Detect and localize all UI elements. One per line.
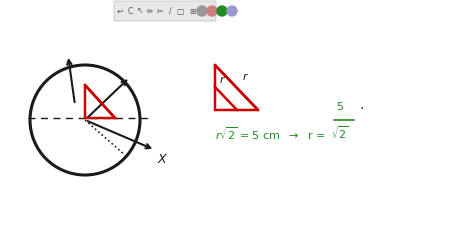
Text: /: / xyxy=(169,6,171,16)
Circle shape xyxy=(197,6,207,16)
Text: ↩: ↩ xyxy=(117,6,123,16)
Text: C: C xyxy=(128,6,133,16)
Circle shape xyxy=(207,6,217,16)
Text: X: X xyxy=(158,153,167,166)
Text: ✂: ✂ xyxy=(157,6,163,16)
Text: .: . xyxy=(360,98,365,112)
Circle shape xyxy=(217,6,227,16)
Text: r: r xyxy=(220,75,225,85)
Text: 5: 5 xyxy=(337,102,344,112)
FancyBboxPatch shape xyxy=(114,1,216,21)
Text: ↖: ↖ xyxy=(137,6,143,16)
Text: ✏: ✏ xyxy=(147,6,153,16)
Text: r: r xyxy=(243,72,247,82)
Text: $\sqrt{2}$: $\sqrt{2}$ xyxy=(331,124,349,141)
Text: □: □ xyxy=(176,6,183,16)
Circle shape xyxy=(227,6,237,16)
Text: $r\sqrt{2}$ = 5 cm  $\rightarrow$  r =: $r\sqrt{2}$ = 5 cm $\rightarrow$ r = xyxy=(215,125,327,142)
Text: ⊞: ⊞ xyxy=(189,6,195,16)
